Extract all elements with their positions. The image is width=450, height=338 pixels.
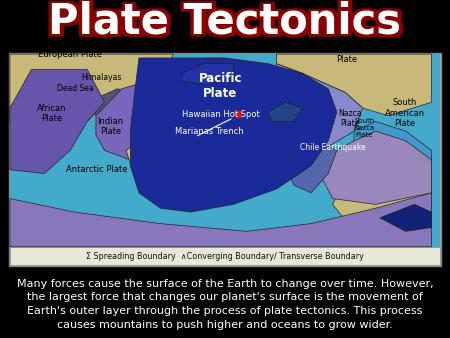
Polygon shape xyxy=(87,89,139,116)
Text: Plate Tectonics: Plate Tectonics xyxy=(50,0,403,42)
FancyBboxPatch shape xyxy=(10,247,440,265)
Polygon shape xyxy=(277,54,432,116)
Text: Plate Tectonics: Plate Tectonics xyxy=(47,2,400,44)
Polygon shape xyxy=(126,135,195,170)
Text: Himalayas: Himalayas xyxy=(81,73,122,82)
Text: Plate Tectonics: Plate Tectonics xyxy=(50,2,403,44)
Text: Plate Tectonics: Plate Tectonics xyxy=(47,1,400,43)
Polygon shape xyxy=(380,204,432,231)
Text: Plate Tectonics: Plate Tectonics xyxy=(47,0,400,40)
Text: Plate Tectonics: Plate Tectonics xyxy=(49,4,401,46)
Polygon shape xyxy=(354,121,432,166)
Text: South
American
Plate: South American Plate xyxy=(385,98,425,128)
Polygon shape xyxy=(130,58,337,212)
Text: Juan de Fuca
Plate: Juan de Fuca Plate xyxy=(180,34,229,54)
Polygon shape xyxy=(44,77,87,102)
Text: Plate Tectonics: Plate Tectonics xyxy=(45,2,398,44)
Polygon shape xyxy=(10,193,432,247)
Text: Plate Tectonics: Plate Tectonics xyxy=(49,2,401,44)
Text: Plate Tectonics: Plate Tectonics xyxy=(49,0,401,40)
Text: Indian
Plate: Indian Plate xyxy=(97,117,123,137)
Text: South
Nazca
Plate: South Nazca Plate xyxy=(354,118,375,139)
Text: Plate Tectonics: Plate Tectonics xyxy=(52,2,405,44)
Text: Pacific
Plate: Pacific Plate xyxy=(199,72,242,100)
Text: Antarctic Plate: Antarctic Plate xyxy=(66,165,127,173)
Text: Plate Tectonics: Plate Tectonics xyxy=(52,0,405,40)
Text: Hawaiian Hot Spot: Hawaiian Hot Spot xyxy=(182,111,259,119)
Text: Plate Tectonics: Plate Tectonics xyxy=(50,0,403,40)
FancyBboxPatch shape xyxy=(9,53,441,266)
Polygon shape xyxy=(320,131,432,204)
Text: Plate Tectonics: Plate Tectonics xyxy=(52,0,405,42)
Text: Plate Tectonics: Plate Tectonics xyxy=(50,1,403,43)
Polygon shape xyxy=(96,77,173,160)
Text: European Plate: European Plate xyxy=(38,50,102,58)
Text: Σ Spreading Boundary  ∧Converging Boundary/ Transverse Boundary: Σ Spreading Boundary ∧Converging Boundar… xyxy=(86,251,364,261)
Text: Plate Tectonics: Plate Tectonics xyxy=(47,0,400,42)
Text: Chile Earthquake: Chile Earthquake xyxy=(300,143,366,151)
Polygon shape xyxy=(10,54,173,131)
Text: African
Plate: African Plate xyxy=(37,103,67,123)
FancyBboxPatch shape xyxy=(10,54,440,247)
Text: Plate Tectonics: Plate Tectonics xyxy=(49,1,401,43)
Text: Plate Tectonics: Plate Tectonics xyxy=(49,0,401,42)
Text: Dead Sea: Dead Sea xyxy=(57,84,94,93)
Polygon shape xyxy=(182,64,234,85)
Polygon shape xyxy=(277,64,363,154)
Text: Plate Tectonics: Plate Tectonics xyxy=(50,4,403,46)
Text: Plate Tectonics: Plate Tectonics xyxy=(45,0,398,42)
Polygon shape xyxy=(268,102,302,121)
Text: Plate Tectonics: Plate Tectonics xyxy=(47,4,400,46)
Text: Plate Tectonics: Plate Tectonics xyxy=(45,4,398,46)
Text: Many forces cause the surface of the Earth to change over time. However,
the lar: Many forces cause the surface of the Ear… xyxy=(17,279,433,330)
Text: Plate Tectonics: Plate Tectonics xyxy=(52,4,405,46)
Polygon shape xyxy=(285,147,337,193)
Polygon shape xyxy=(333,154,432,237)
Text: Nazca
Plate: Nazca Plate xyxy=(338,108,362,128)
Text: Plate Tectonics: Plate Tectonics xyxy=(45,1,398,43)
Text: Marianas Trench: Marianas Trench xyxy=(175,127,243,136)
Text: Plate Tectonics: Plate Tectonics xyxy=(52,1,405,43)
Polygon shape xyxy=(10,70,104,173)
Text: North
American
Plate: North American Plate xyxy=(326,34,367,64)
Text: Plate Tectonics: Plate Tectonics xyxy=(45,0,398,40)
